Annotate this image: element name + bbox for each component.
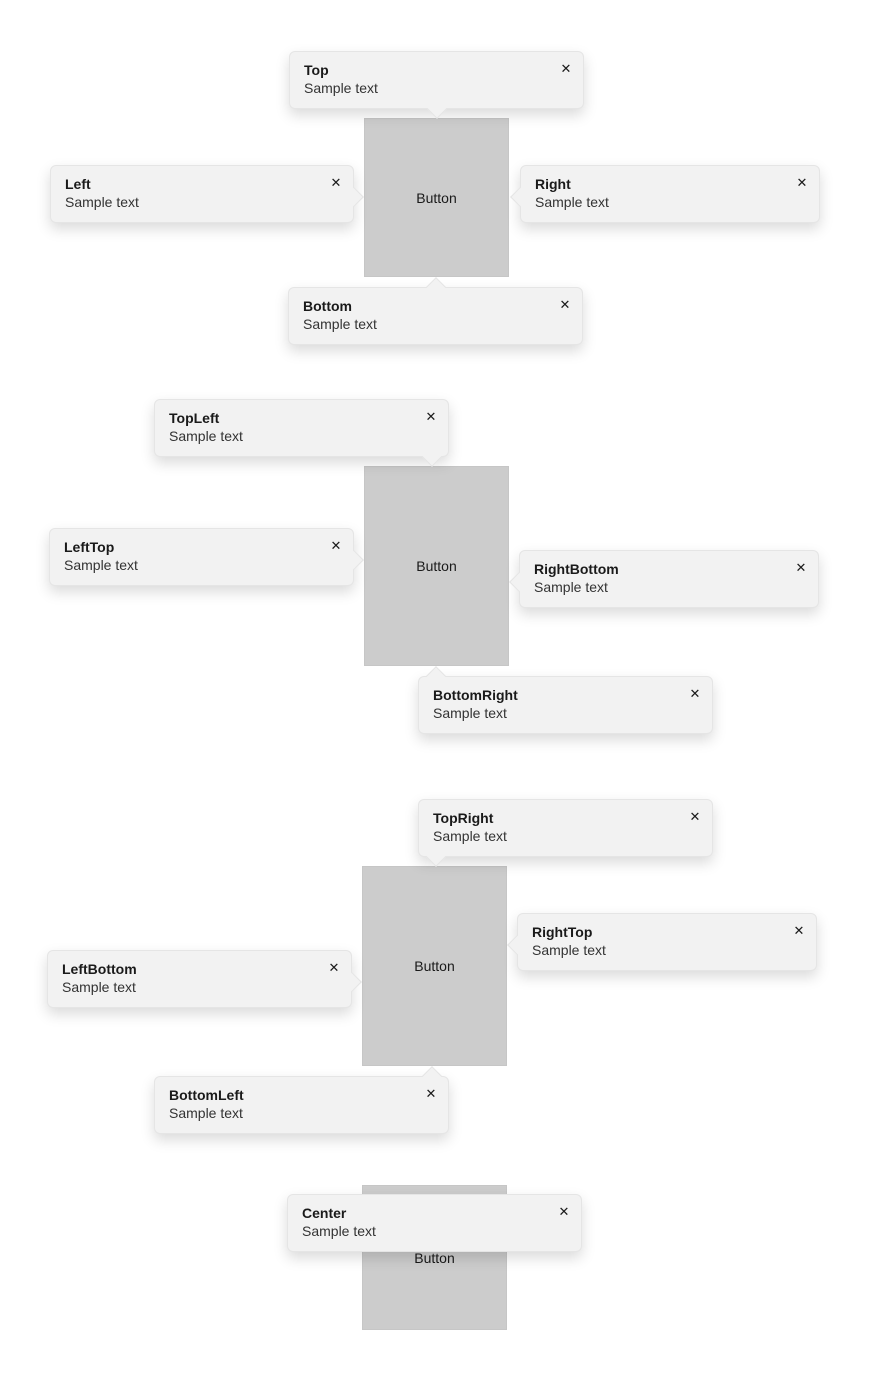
close-icon[interactable]: ✕: [791, 172, 813, 194]
teaching-tip-rightbottom: RightBottom Sample text✕: [519, 550, 819, 608]
teaching-tip-right: Right Sample text✕: [520, 165, 820, 223]
close-icon[interactable]: ✕: [325, 535, 347, 557]
tip-beak: [507, 935, 527, 955]
close-icon[interactable]: ✕: [554, 294, 576, 316]
tip-body: Sample text: [65, 194, 339, 210]
target-button-0[interactable]: Button: [364, 118, 509, 277]
tip-body: Sample text: [302, 1223, 567, 1239]
tip-body: Sample text: [64, 557, 339, 573]
teaching-tip-center: Center Sample text✕: [287, 1194, 582, 1252]
tip-body: Sample text: [433, 828, 698, 844]
button-label: Button: [414, 958, 454, 974]
tip-title: Bottom: [303, 298, 568, 314]
close-icon[interactable]: ✕: [420, 406, 442, 428]
tip-body: Sample text: [169, 1105, 434, 1121]
button-label: Button: [416, 558, 456, 574]
tip-title: Left: [65, 176, 339, 192]
tip-beak: [422, 447, 442, 467]
tip-beak: [342, 972, 362, 992]
tip-body: Sample text: [534, 579, 804, 595]
tip-title: TopRight: [433, 810, 698, 826]
tip-title: LeftTop: [64, 539, 339, 555]
teaching-tip-leftbottom: LeftBottom Sample text✕: [47, 950, 352, 1008]
close-icon[interactable]: ✕: [684, 683, 706, 705]
close-icon[interactable]: ✕: [553, 1201, 575, 1223]
tip-title: RightBottom: [534, 561, 804, 577]
close-icon[interactable]: ✕: [790, 557, 812, 579]
tip-body: Sample text: [62, 979, 337, 995]
tip-body: Sample text: [303, 316, 568, 332]
tip-body: Sample text: [532, 942, 802, 958]
tip-body: Sample text: [169, 428, 434, 444]
close-icon[interactable]: ✕: [325, 172, 347, 194]
close-icon[interactable]: ✕: [555, 58, 577, 80]
close-icon[interactable]: ✕: [420, 1083, 442, 1105]
tip-title: BottomLeft: [169, 1087, 434, 1103]
teaching-tip-topright: TopRight Sample text✕: [418, 799, 713, 857]
teaching-tip-bottomleft: BottomLeft Sample text✕: [154, 1076, 449, 1134]
tip-body: Sample text: [304, 80, 569, 96]
button-label: Button: [416, 190, 456, 206]
tip-title: TopLeft: [169, 410, 434, 426]
tip-title: Right: [535, 176, 805, 192]
tip-title: RightTop: [532, 924, 802, 940]
teaching-tip-bottom: Bottom Sample text✕: [288, 287, 583, 345]
teaching-tip-lefttop: LeftTop Sample text✕: [49, 528, 354, 586]
tip-body: Sample text: [535, 194, 805, 210]
tip-beak: [344, 550, 364, 570]
tip-title: Top: [304, 62, 569, 78]
tip-beak: [426, 847, 446, 867]
tip-title: Center: [302, 1205, 567, 1221]
teaching-tip-top: Top Sample text✕: [289, 51, 584, 109]
teaching-tip-topleft: TopLeft Sample text✕: [154, 399, 449, 457]
close-icon[interactable]: ✕: [684, 806, 706, 828]
tip-beak: [510, 187, 530, 207]
tip-beak: [427, 99, 447, 119]
tip-title: LeftBottom: [62, 961, 337, 977]
close-icon[interactable]: ✕: [788, 920, 810, 942]
tip-body: Sample text: [433, 705, 698, 721]
close-icon[interactable]: ✕: [323, 957, 345, 979]
tip-beak: [344, 187, 364, 207]
target-button-2[interactable]: Button: [362, 866, 507, 1066]
tip-beak: [509, 572, 529, 592]
tip-beak: [426, 277, 446, 297]
teaching-tip-left: Left Sample text✕: [50, 165, 354, 223]
target-button-1[interactable]: Button: [364, 466, 509, 666]
tip-beak: [426, 666, 446, 686]
teaching-tip-bottomright: BottomRight Sample text✕: [418, 676, 713, 734]
tip-title: BottomRight: [433, 687, 698, 703]
teaching-tip-righttop: RightTop Sample text✕: [517, 913, 817, 971]
